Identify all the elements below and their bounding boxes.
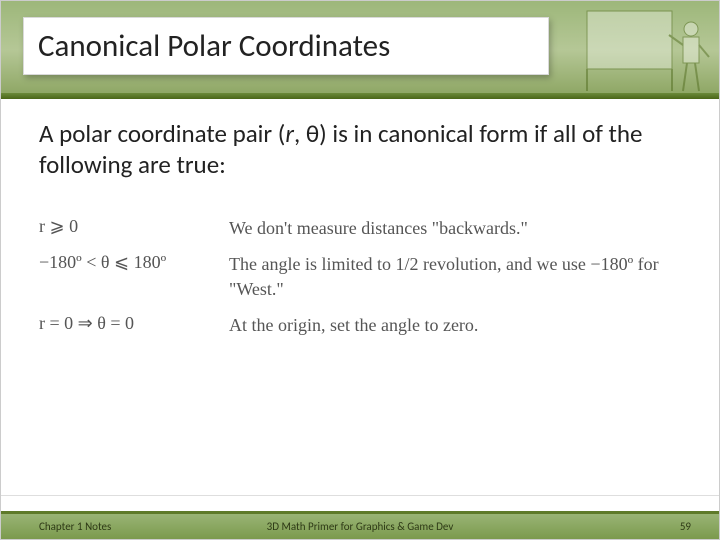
rule-condition: −180º < θ ⩽ 180º (39, 246, 229, 307)
slide-title: Canonical Polar Coordinates (38, 27, 390, 65)
footer-page-number: 59 (680, 520, 691, 533)
rule-condition: r ⩾ 0 (39, 210, 229, 246)
rule-row: r = 0 ⇒ θ = 0 At the origin, set the ang… (39, 307, 681, 343)
rule-row: −180º < θ ⩽ 180º The angle is limited to… (39, 246, 681, 307)
rule-explanation: The angle is limited to 1/2 revolution, … (229, 246, 681, 307)
body: A polar coordinate pair (r, θ) is in can… (39, 119, 681, 343)
intro-var-r: r (285, 118, 294, 149)
intro-text: A polar coordinate pair (r, θ) is in can… (39, 119, 681, 180)
rule-explanation: We don't measure distances "backwards." (229, 210, 681, 246)
footer: Chapter 1 Notes 3D Math Primer for Graph… (1, 495, 719, 539)
intro-prefix: A polar coordinate pair ( (39, 118, 285, 149)
rule-row: r ⩾ 0 We don't measure distances "backwa… (39, 210, 681, 246)
rule-condition: r = 0 ⇒ θ = 0 (39, 307, 229, 343)
header-illustration (583, 5, 713, 93)
title-box: Canonical Polar Coordinates (23, 17, 549, 75)
footer-center: 3D Math Primer for Graphics & Game Dev (1, 520, 719, 533)
slide: Canonical Polar Coordinates A polar coor… (0, 0, 720, 540)
rule-explanation: At the origin, set the angle to zero. (229, 307, 681, 343)
rules-table: r ⩾ 0 We don't measure distances "backwa… (39, 210, 681, 343)
